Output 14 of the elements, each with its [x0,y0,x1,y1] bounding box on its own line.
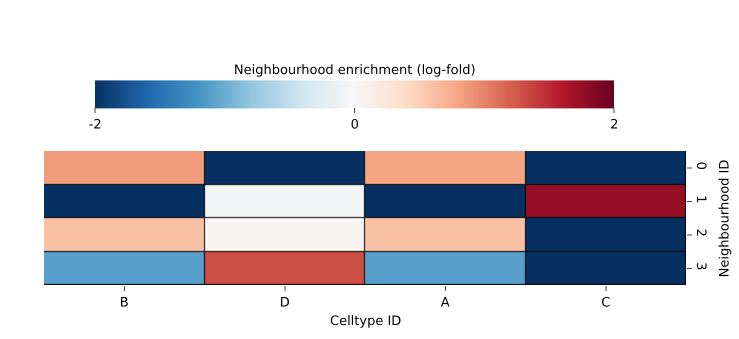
x-axis-title: Celltype ID [330,314,402,329]
y-tick-label: 1 [693,195,708,204]
x-tick-label: D [280,296,290,311]
color-bar-title: Neighbourhood enrichment (log-fold) [234,62,476,78]
y-tick-label: 3 [693,262,708,270]
color-bar-label: 0 [350,118,359,132]
y-tick-label: 0 [693,162,708,170]
x-tick-label: C [601,296,610,311]
color-bar-label: -2 [88,118,102,132]
color-bar-label: 2 [610,118,618,132]
x-tick-label: A [440,296,450,311]
y-axis-title: Neighbourhood ID [717,160,732,278]
y-tick-label: 2 [693,228,708,237]
x-tick-label: B [120,296,129,311]
